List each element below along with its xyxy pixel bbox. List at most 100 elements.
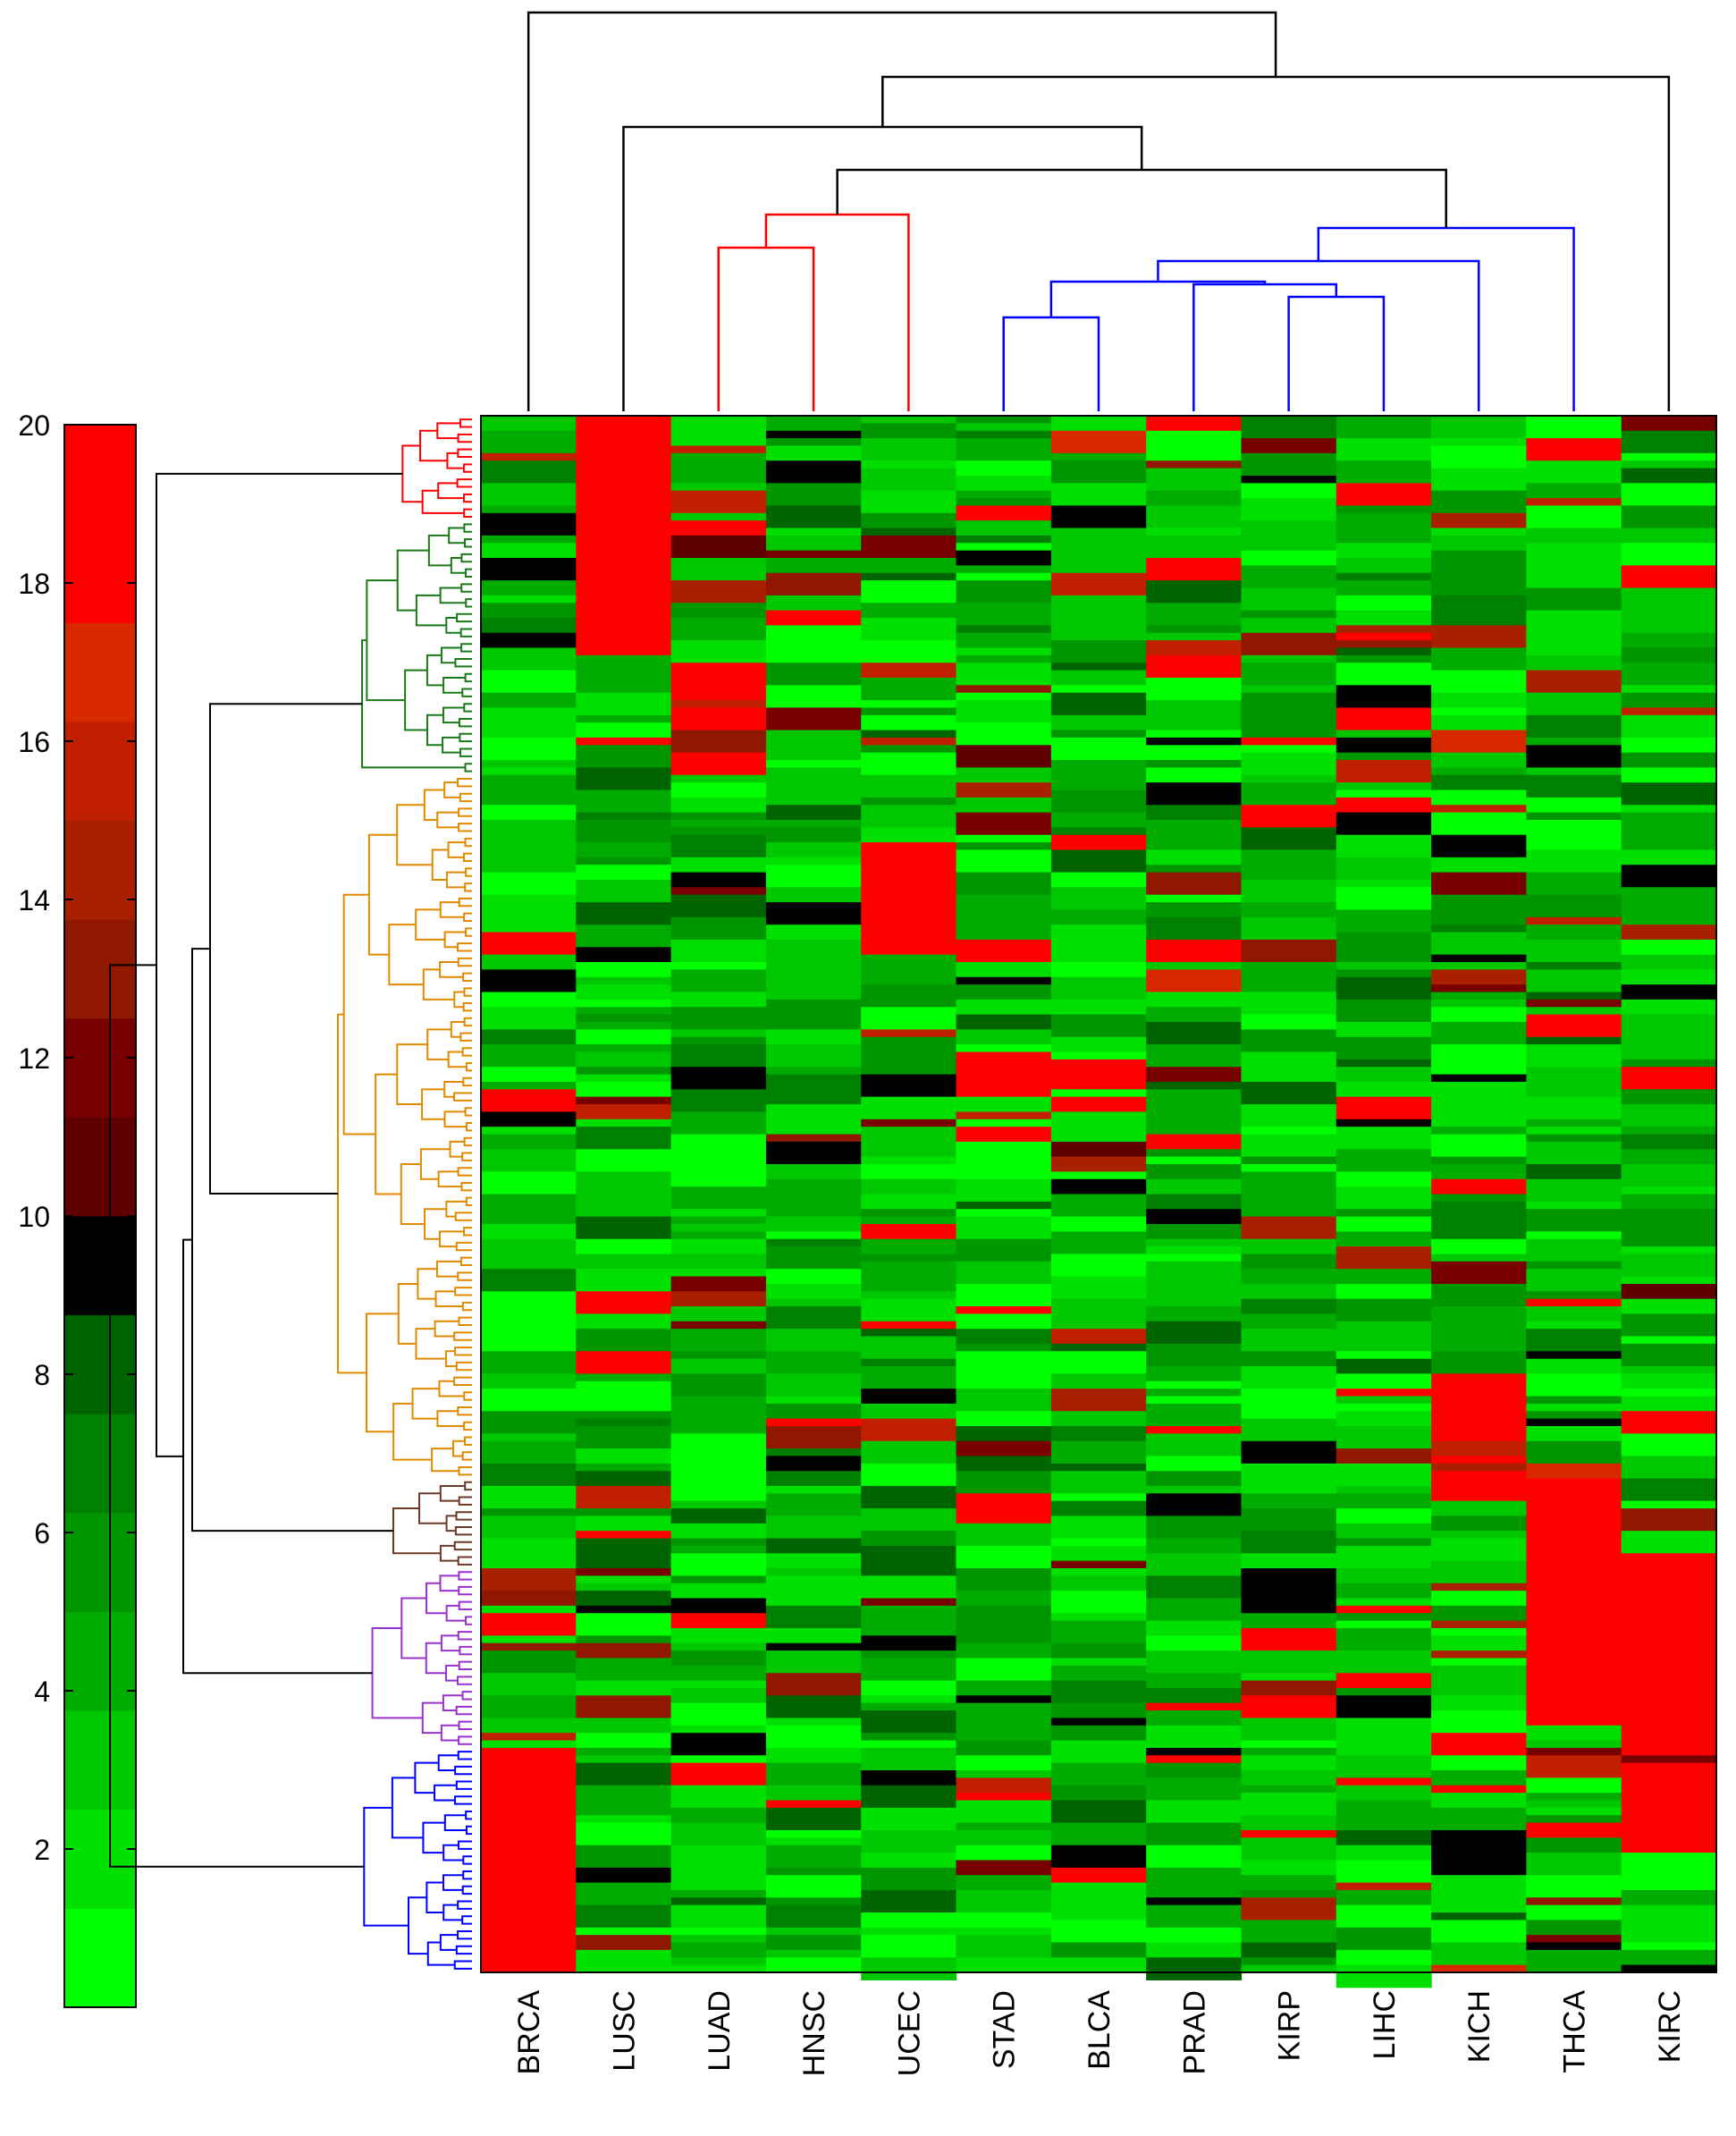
heatmap-cell [1050,1920,1147,1944]
heatmap-cell [1431,1755,1527,1771]
heatmap-cell [670,490,767,514]
heatmap-cell [765,1575,862,1600]
heatmap-cell [956,535,1052,544]
heatmap-cell [1526,1725,1622,1742]
row-dendrogram-link [438,1380,465,1397]
heatmap-cell [861,640,957,663]
heatmap-cell [1526,797,1622,814]
heatmap-cell [956,1658,1052,1682]
heatmap-cell [1526,745,1622,768]
heatmap-cell [1431,894,1527,903]
heatmap-cell [481,1485,577,1509]
heatmap-cell [1146,1178,1243,1195]
heatmap-cell [481,512,577,536]
row-dendrogram-link [457,448,472,459]
heatmap-cell [765,939,862,963]
heatmap-cell [861,1635,957,1651]
heatmap-cell [576,1096,672,1105]
heatmap-cell [670,1238,767,1255]
row-dendrogram-link [458,823,472,832]
heatmap-cell [670,1171,767,1187]
heatmap-cell [1050,505,1147,529]
heatmap-cell [576,587,672,612]
row-dendrogram-link [453,1795,472,1805]
heatmap-cell [956,603,1052,626]
heatmap-cell [765,819,862,828]
heatmap-cell [1336,1149,1432,1172]
row-dendrogram-link [459,1645,472,1656]
heatmap-cell [576,498,672,514]
column-dendrogram-link [1287,295,1386,411]
heatmap-cell [1146,745,1243,761]
heatmap-cell [481,647,577,671]
heatmap-cell [956,1471,1052,1494]
heatmap-cell [1431,1194,1527,1203]
row-dendrogram-link [182,1238,373,1675]
heatmap-cell [861,827,957,843]
heatmap-cell [670,416,767,432]
row-dendrogram-link [443,1110,467,1128]
heatmap-cell [765,1425,862,1449]
heatmap-cell [670,483,767,492]
heatmap-cell [1241,550,1337,567]
heatmap-cell [1431,969,1527,985]
heatmap-cell [1050,1702,1147,1719]
heatmap-cell [765,1178,862,1203]
colorbar-segment [64,1414,136,1514]
heatmap-cell [861,774,957,798]
heatmap-cell [861,976,957,985]
heatmap-cell [1146,916,1243,941]
heatmap-cell [576,865,672,881]
heatmap-cell [956,1627,1052,1644]
heatmap-cell [765,1807,862,1831]
heatmap-cell [1050,1171,1147,1180]
heatmap-cell [1336,1620,1432,1629]
heatmap-cell [1146,1380,1243,1389]
row-dendrogram-link [464,1481,472,1491]
row-dendrogram-link [342,893,376,1136]
heatmap-cell [1146,1553,1243,1576]
heatmap-cell [1146,1254,1243,1262]
heatmap-cell [1621,1829,1717,1853]
heatmap-cell [1526,1164,1622,1180]
heatmap-cell [576,1785,672,1809]
heatmap-cell [1621,1283,1717,1300]
heatmap-cell [670,939,767,963]
heatmap-cell [765,1246,862,1270]
heatmap-cell [576,1508,672,1517]
heatmap-cell [481,1815,577,1824]
heatmap-cell [956,842,1052,851]
heatmap-cell [1241,498,1337,521]
heatmap-cell [1241,1531,1337,1554]
heatmap-cell [1431,954,1527,963]
heatmap-cell [670,1396,767,1405]
heatmap-cell [1050,640,1147,663]
heatmap-cell [1431,528,1527,536]
heatmap-cell [670,617,767,634]
heatmap-cell [765,827,862,843]
heatmap-cell [1621,1613,1717,1622]
row-dendrogram-link [453,1331,472,1341]
heatmap-cell [1241,632,1337,656]
heatmap-cell [1526,1269,1622,1292]
heatmap-cell [1431,872,1527,896]
column-label: STAD [988,1990,1022,2069]
heatmap-cell [481,834,577,851]
row-dendrogram-link [361,639,466,769]
colorbar-segment [64,1611,136,1711]
heatmap-cell [481,1635,577,1644]
heatmap-cell [1431,1620,1527,1629]
row-dendrogram-link [455,1241,472,1252]
heatmap-cell [1431,1829,1527,1853]
heatmap-cell [1336,1351,1432,1360]
heatmap-cell [861,760,957,776]
heatmap-cell [670,580,767,604]
heatmap-cell [1526,894,1622,918]
heatmap-cell [1526,812,1622,821]
row-dendrogram-link [457,1929,472,1940]
row-dendrogram-link [426,1881,444,1914]
row-dendrogram-link [461,1152,472,1161]
row-dendrogram-link [419,429,448,462]
heatmap-cell [1241,1164,1337,1172]
heatmap-cell [956,1127,1052,1143]
